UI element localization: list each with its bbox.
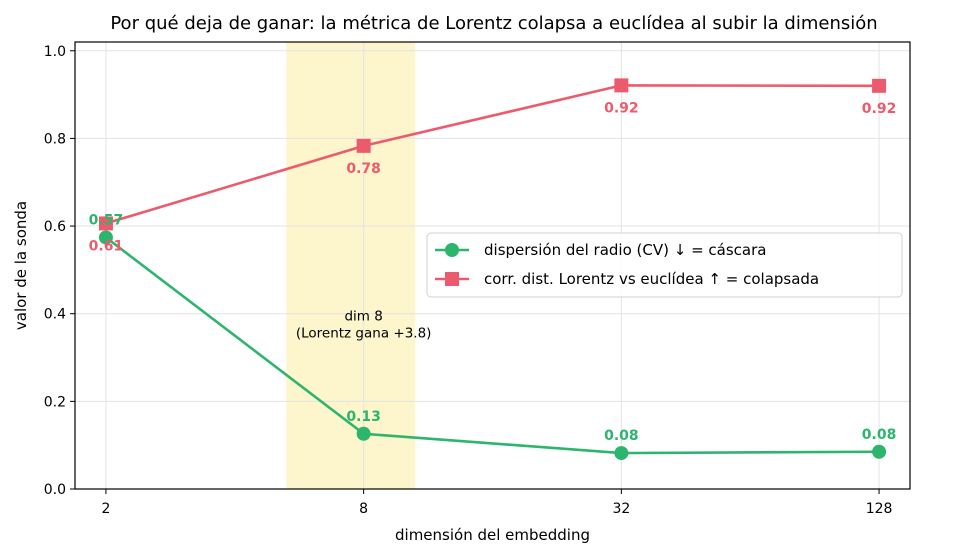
- y-tick-label: 0.4: [44, 307, 66, 323]
- data-point: [356, 426, 371, 441]
- data-label: 0.13: [346, 409, 381, 425]
- x-tick-label: 8: [359, 501, 368, 517]
- chart-title: Por qué deja de ganar: la métrica de Lor…: [110, 13, 877, 34]
- x-tick-label: 32: [612, 501, 630, 517]
- x-tick-label: 128: [866, 501, 893, 517]
- legend-marker: [445, 272, 459, 286]
- legend: dispersión del radio (CV) ↓ = cáscara cor…: [426, 232, 903, 298]
- highlight-band: [286, 42, 416, 489]
- series-line: [105, 236, 880, 455]
- y-tick-label: 0.6: [44, 219, 66, 235]
- x-axis-label: dimensión del embedding: [395, 526, 590, 544]
- data-point: [356, 138, 371, 153]
- band-annotation: dim 8: [344, 308, 382, 324]
- data-point: [98, 230, 113, 245]
- data-label: 0.92: [604, 100, 639, 116]
- data-point: [614, 78, 629, 93]
- data-point: [98, 216, 113, 231]
- x-tick-label: 2: [101, 501, 110, 517]
- y-tick-label: 0.0: [44, 482, 66, 498]
- data-point: [614, 446, 629, 461]
- data-label: 0.08: [604, 428, 639, 444]
- band-annotation: (Lorentz gana +3.8): [296, 325, 432, 341]
- data-label: 0.57: [89, 212, 124, 228]
- data-label: 0.61: [89, 238, 124, 254]
- data-label: 0.92: [862, 101, 897, 117]
- legend-marker: [445, 243, 459, 257]
- legend-box: [426, 232, 903, 298]
- data-point: [872, 78, 887, 93]
- y-axis-label: valor de la sonda: [12, 201, 30, 330]
- data-point: [872, 444, 887, 459]
- plot-frame: [74, 41, 911, 490]
- series-line: [105, 84, 880, 225]
- data-label: 0.78: [346, 161, 381, 177]
- y-tick-label: 0.8: [44, 131, 66, 147]
- legend-label: corr. dist. Lorentz vs euclídea ↑ = cola…: [484, 270, 819, 288]
- data-label: 0.08: [862, 427, 897, 443]
- legend-label: dispersión del radio (CV) ↓ = cáscara: [484, 241, 766, 259]
- y-tick-label: 0.2: [44, 394, 66, 410]
- y-tick-label: 1.0: [44, 44, 66, 60]
